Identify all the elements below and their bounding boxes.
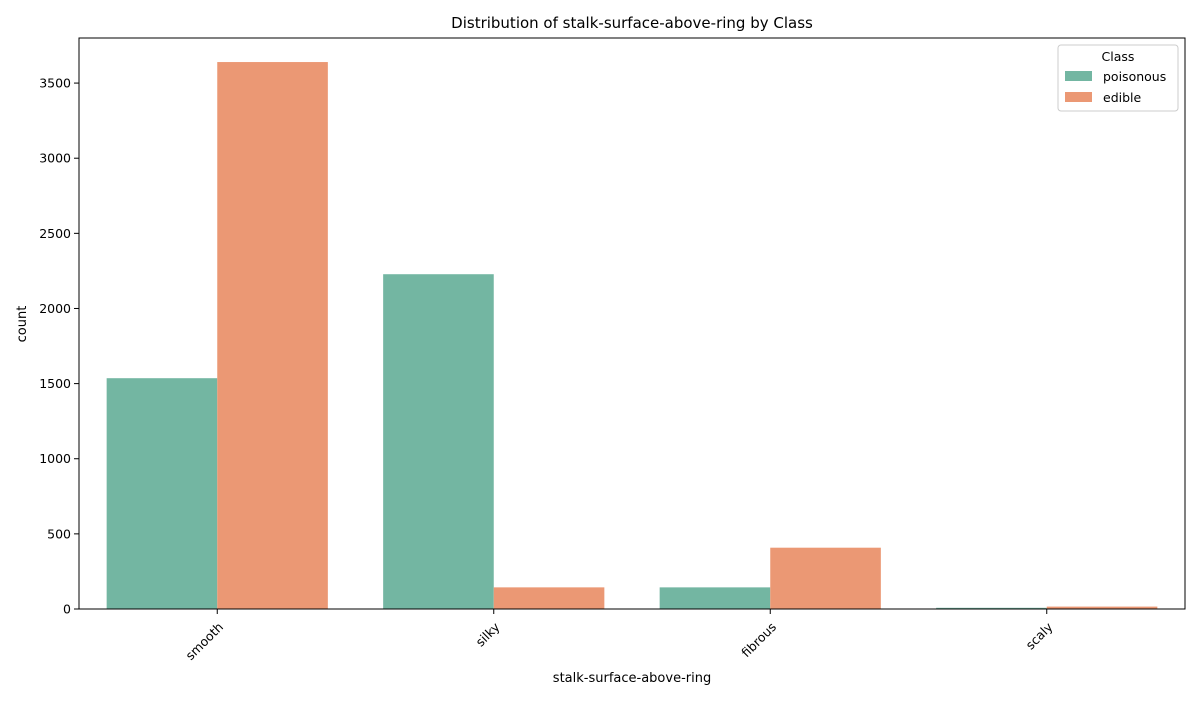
- legend-label-poisonous: poisonous: [1103, 69, 1166, 84]
- x-tick-label: smooth: [182, 619, 226, 663]
- axes-frame: [78, 37, 1186, 610]
- x-tick-label: silky: [472, 619, 503, 650]
- x-axis-label: stalk-surface-above-ring: [553, 671, 711, 686]
- legend-swatch-poisonous: [1065, 71, 1092, 81]
- x-tick-label: fibrous: [738, 619, 779, 660]
- bar-edible-scaly: [1046, 606, 1158, 609]
- y-tick-label: 500: [47, 526, 71, 541]
- y-tick-label: 3000: [39, 151, 71, 166]
- y-tick-label: 1500: [39, 376, 71, 391]
- bar-edible-fibrous: [770, 547, 881, 609]
- bar-poisonous-smooth: [106, 378, 218, 609]
- chart-title: Distribution of stalk-surface-above-ring…: [451, 14, 813, 32]
- bar-poisonous-silky: [383, 274, 494, 609]
- bar-poisonous-fibrous: [659, 587, 771, 609]
- y-tick-label: 0: [63, 602, 71, 617]
- y-tick-label: 2500: [39, 226, 71, 241]
- bar-edible-smooth: [217, 62, 328, 609]
- x-tick-label: scaly: [1022, 619, 1056, 653]
- legend-title: Class: [1102, 49, 1135, 64]
- legend: Class poisonous edible: [1057, 44, 1179, 112]
- legend-swatch-edible: [1065, 92, 1092, 102]
- bar-poisonous-scaly: [936, 607, 1047, 609]
- y-tick-label: 3500: [39, 76, 71, 91]
- y-tick-label: 2000: [39, 301, 71, 316]
- y-tick-label: 1000: [39, 451, 71, 466]
- plot-area: 0 500 1000 1500 2000 2500 3000 3500 smooth silky f…: [39, 37, 1186, 663]
- bar-edible-silky: [493, 587, 605, 609]
- y-axis-label: count: [15, 306, 30, 343]
- legend-label-edible: edible: [1103, 90, 1142, 105]
